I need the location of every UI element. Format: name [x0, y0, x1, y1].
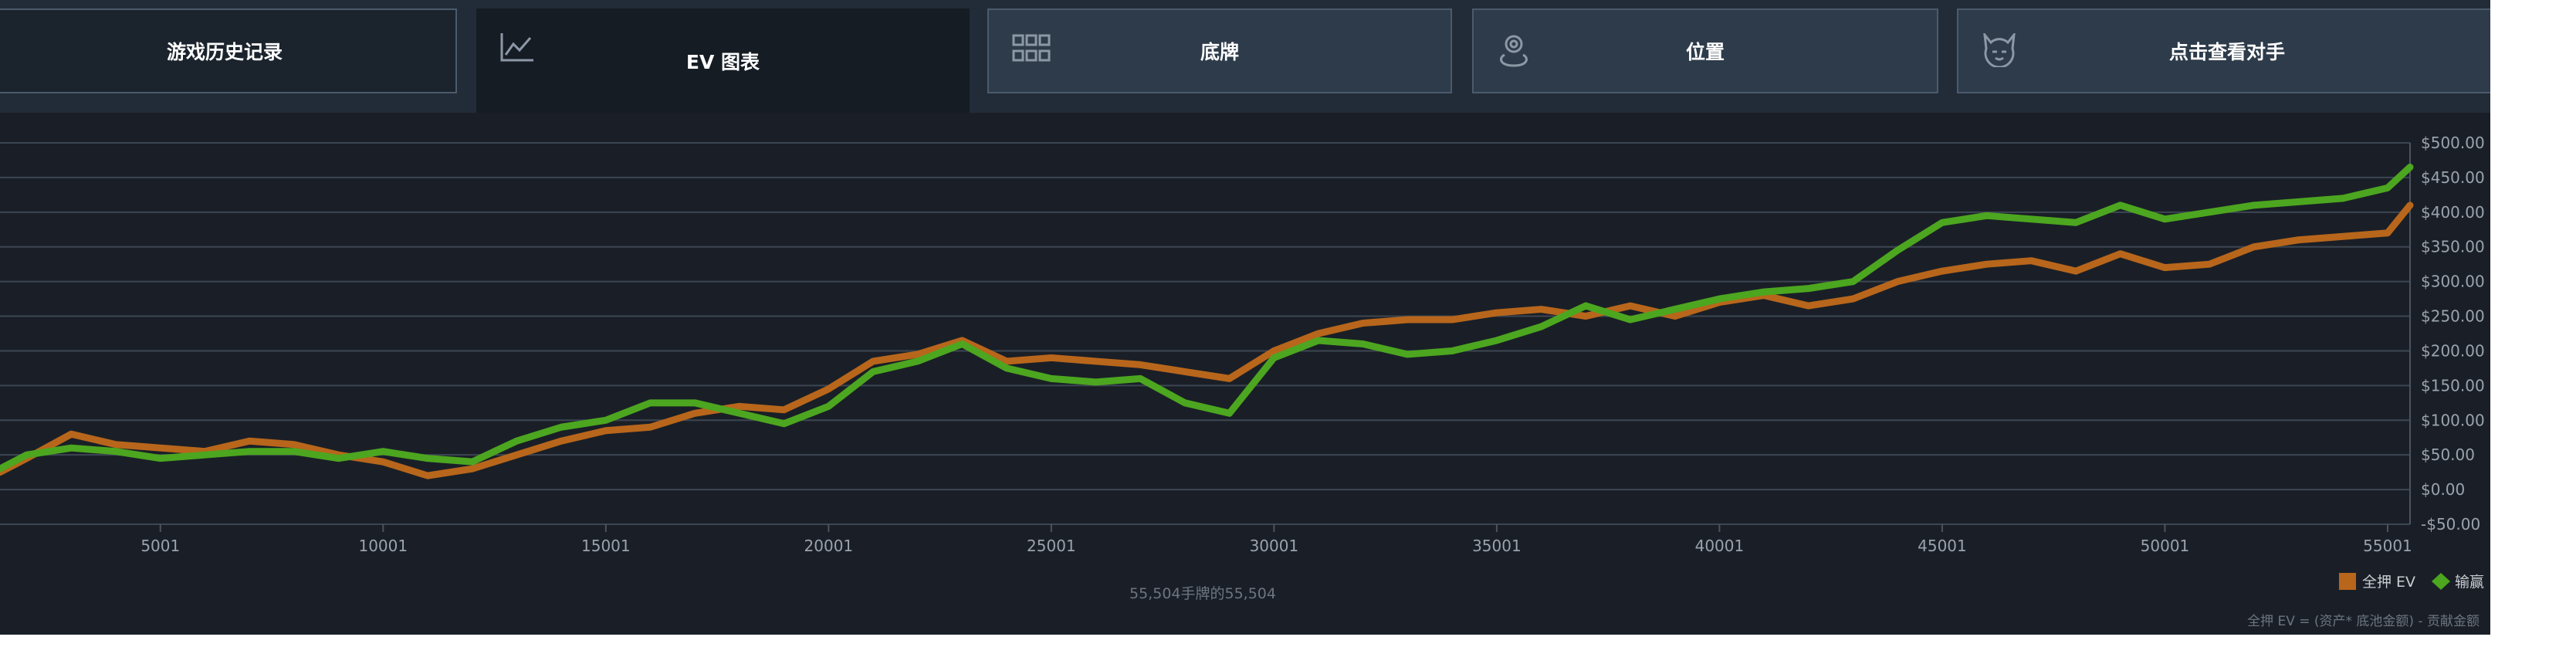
chart: -$50.00 $0.00 $50.00 $100.00 $150.00 $200.00 $…: [0, 134, 2485, 629]
y-tick-label: $300.00: [2421, 273, 2485, 291]
x-tick-label: 15001: [581, 537, 631, 555]
icon: [1983, 33, 2016, 67]
tab[interactable]: 位置: [1472, 8, 1938, 93]
x-tick-label: 45001: [1918, 537, 1967, 555]
x-tick-label: 25001: [1027, 537, 1076, 555]
tab[interactable]: 底牌: [987, 8, 1452, 93]
x-tick-label: 35001: [1472, 537, 1522, 555]
app: 游戏历史记录 EV 图表 底牌 位置 点击查看对手 -$50.00 $0.00 $5…: [0, 0, 2490, 635]
y-tick-label: $50.00: [2421, 445, 2475, 464]
y-tick-label: $0.00: [2421, 480, 2465, 499]
y-tick-label: $100.00: [2421, 411, 2485, 429]
x-tick-label: 5001: [140, 537, 180, 555]
tab-label: 游戏历史记录: [166, 41, 283, 63]
series-line: [0, 163, 2414, 473]
tab-label: EV 图表: [685, 50, 760, 73]
x-tick-label: 10001: [358, 537, 408, 555]
caption: 55,504手牌的55,504: [1129, 585, 1276, 602]
tab-label: 底牌: [1200, 41, 1239, 63]
x-tick-label: 55001: [2363, 537, 2412, 555]
legend-swatch: [2432, 573, 2450, 590]
footnote: 全押 EV = (资产* 底池金额) - 贡献金额: [2247, 614, 2480, 629]
icon: [1012, 34, 1051, 62]
y-tick-label: $200.00: [2421, 341, 2485, 360]
x-tick-label: 50001: [2141, 537, 2190, 555]
y-tick-label: $350.00: [2421, 238, 2485, 256]
x-tick-label: 20001: [804, 537, 854, 555]
tab-label: 点击查看对手: [2168, 41, 2285, 63]
tab[interactable]: EV 图表: [476, 8, 970, 113]
y-tick-label: $400.00: [2421, 203, 2485, 222]
icon: [1500, 35, 1528, 67]
y-tick-label: $250.00: [2421, 307, 2485, 326]
x-tick-label: 30001: [1250, 537, 1299, 555]
legend-label: 输赢: [2455, 574, 2484, 591]
y-tick-label: $500.00: [2421, 134, 2485, 152]
y-tick-label: -$50.00: [2421, 515, 2480, 534]
tab-label: 位置: [1685, 41, 1725, 63]
legend-swatch: [2339, 573, 2356, 590]
tab[interactable]: 游戏历史记录: [0, 8, 457, 93]
series-line: [0, 202, 2414, 479]
y-tick-label: $450.00: [2421, 168, 2485, 187]
legend-label: 全押 EV: [2362, 574, 2415, 591]
tab[interactable]: 点击查看对手: [1957, 8, 2490, 93]
x-tick-label: 40001: [1695, 537, 1745, 555]
icon: [500, 33, 533, 62]
y-tick-label: $150.00: [2421, 376, 2485, 395]
